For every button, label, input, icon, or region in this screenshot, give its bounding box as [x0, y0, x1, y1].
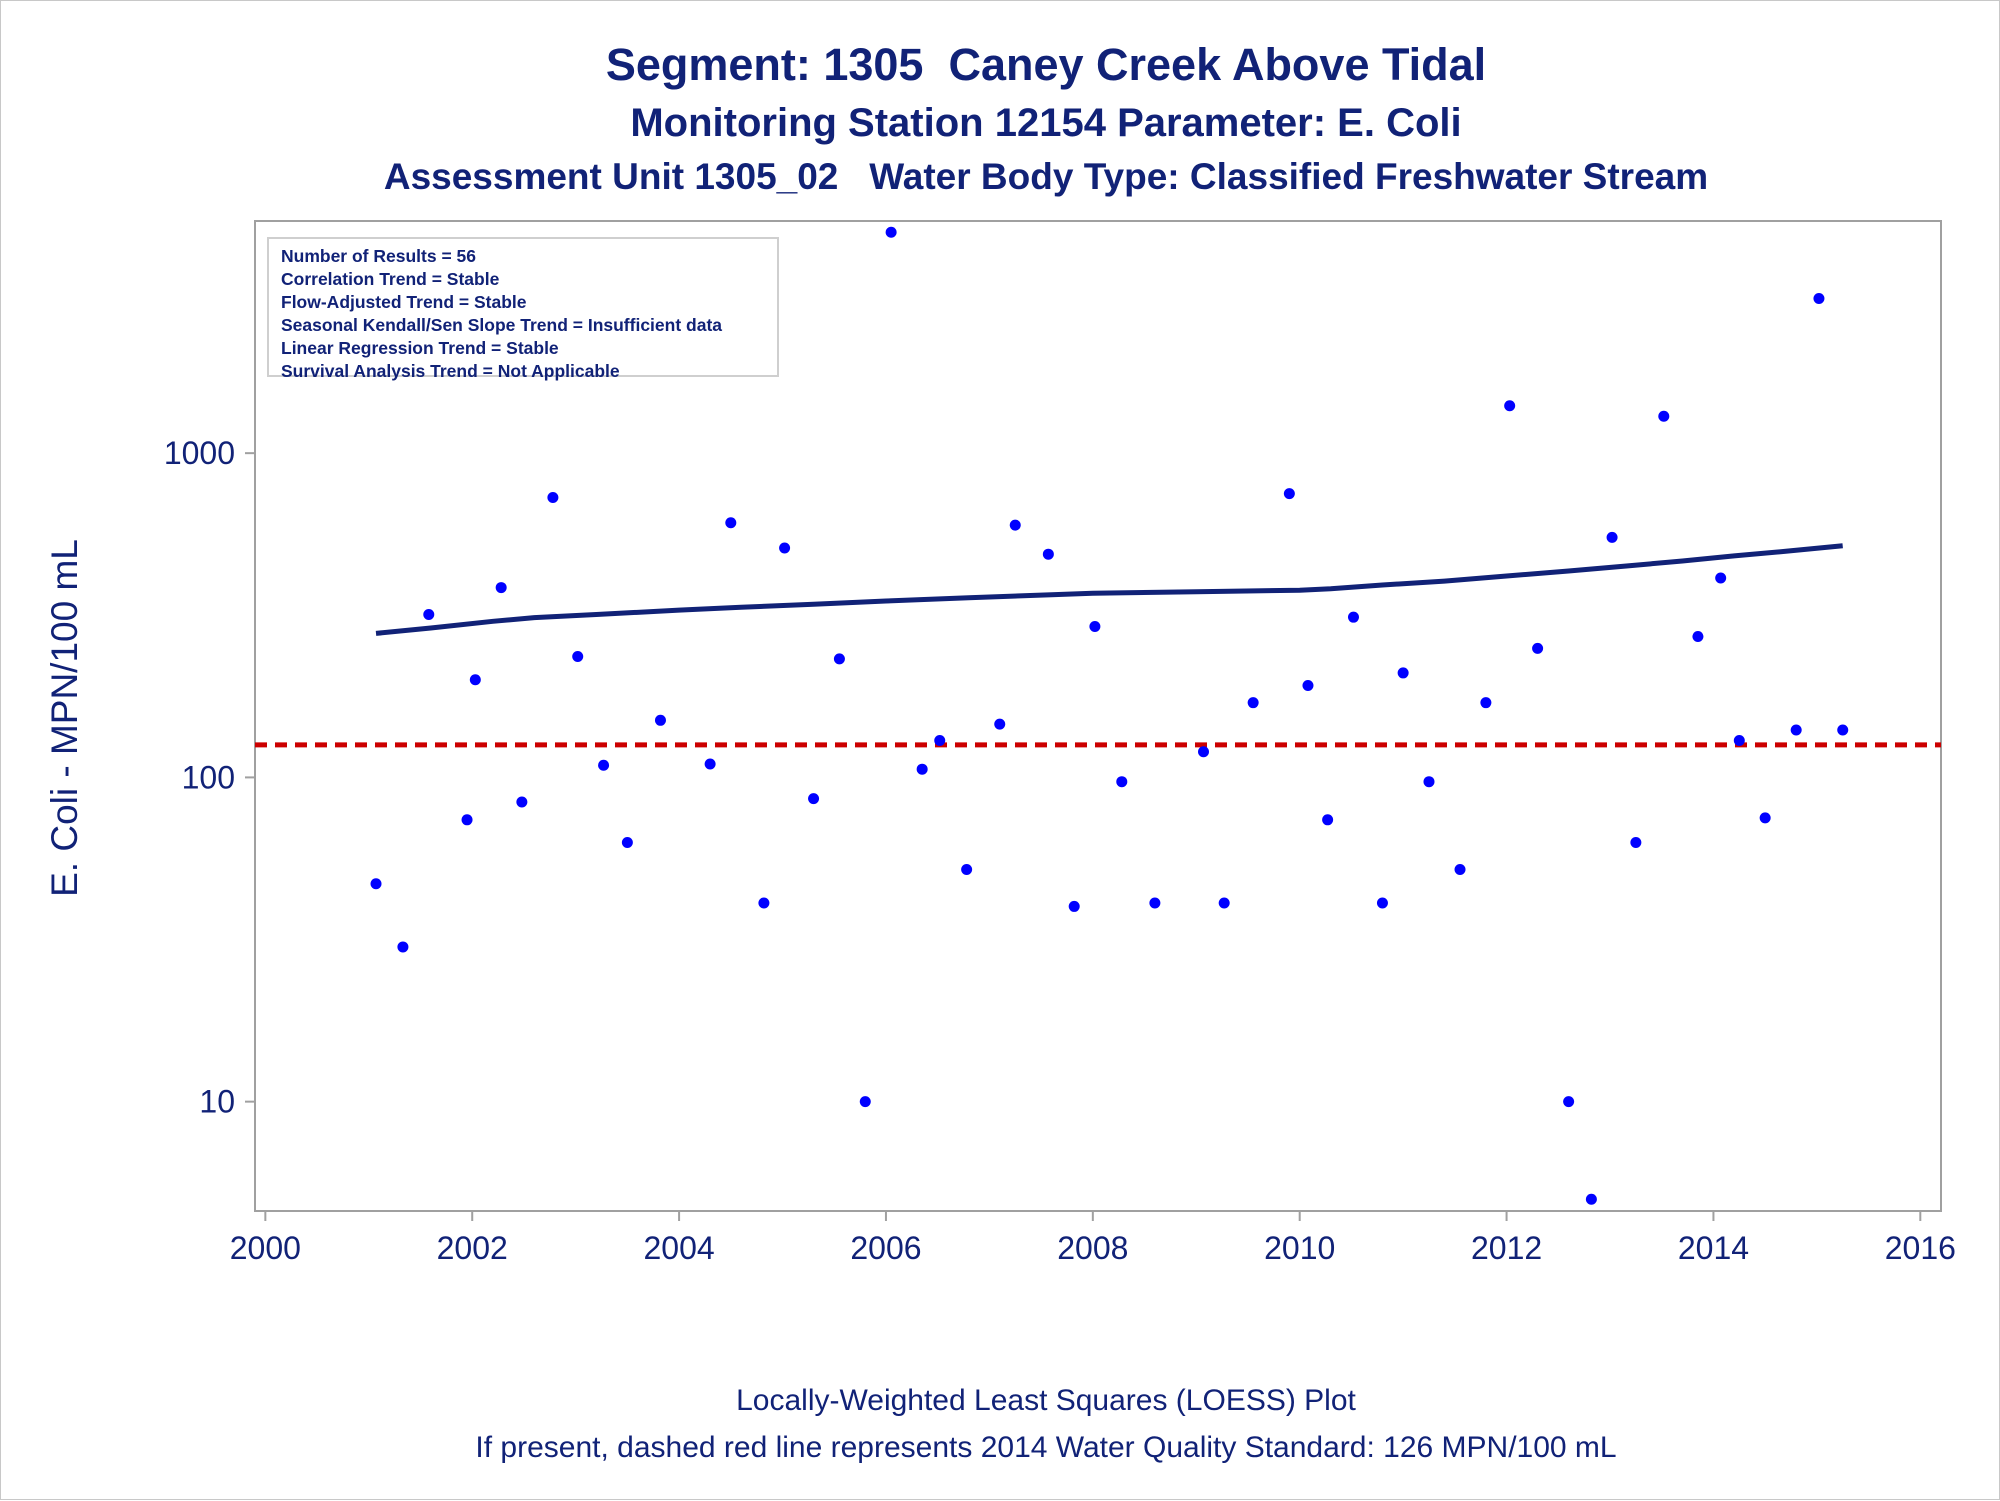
data-point [1630, 836, 1642, 848]
chart-subtitle-2: Assessment Unit 1305_02 Water Body Type:… [383, 156, 1709, 197]
data-point [1302, 680, 1314, 692]
x-tick-label: 2008 [1057, 1230, 1128, 1266]
data-point [1376, 897, 1388, 909]
data-point [779, 542, 791, 554]
y-axis-label: E. Coli - MPN/100 mL [44, 539, 85, 897]
plot-border [254, 220, 1942, 1212]
data-point [916, 763, 928, 775]
stats-line-survival: Survival Analysis Trend = Not Applicable [281, 361, 620, 381]
data-point [547, 491, 559, 503]
data-point [725, 517, 737, 529]
x-tick-label: 2002 [437, 1230, 508, 1266]
data-point [1759, 812, 1771, 824]
data-point [1423, 776, 1435, 788]
data-point [397, 941, 409, 953]
data-point [994, 718, 1006, 730]
data-point [370, 878, 382, 890]
data-point [833, 653, 845, 665]
data-point [516, 796, 528, 808]
stats-line-correlation: Correlation Trend = Stable [281, 269, 500, 289]
x-tick-label: 2006 [850, 1230, 921, 1266]
trend-line-group [375, 543, 1843, 636]
data-point [1658, 410, 1670, 422]
data-point [1198, 746, 1210, 758]
data-point [808, 793, 820, 805]
data-point [1480, 697, 1492, 709]
data-point [1397, 667, 1409, 679]
chart-title: Segment: 1305 Caney Creek Above Tidal [605, 39, 1487, 90]
trend-stats-box: Number of Results = 56 Correlation Trend… [267, 237, 779, 381]
data-point [1606, 531, 1618, 543]
x-tick-label: 2000 [230, 1230, 301, 1266]
stats-line-results: Number of Results = 56 [281, 246, 476, 266]
x-tick-label: 2014 [1678, 1230, 1749, 1266]
y-tick-label: 1000 [164, 435, 235, 471]
x-tick-label: 2012 [1471, 1230, 1542, 1266]
data-point [1715, 572, 1727, 584]
data-point [1733, 734, 1745, 746]
data-point [885, 226, 897, 238]
chart-subtitle: Monitoring Station 12154 Parameter: E. C… [630, 101, 1462, 145]
axes: 2000 2002 2004 2006 2008 2010 2012 2014 2016 10 10… [164, 220, 1956, 1266]
data-point [1585, 1193, 1597, 1205]
x-tick-label: 2010 [1264, 1230, 1335, 1266]
data-point [495, 582, 507, 594]
data-point [1347, 611, 1359, 623]
data-point [1149, 897, 1161, 909]
data-point [758, 897, 770, 909]
data-point [572, 650, 584, 662]
data-point [704, 758, 716, 770]
data-point [1692, 630, 1704, 642]
data-point [1837, 724, 1849, 736]
data-point [859, 1096, 871, 1108]
data-point [621, 836, 633, 848]
data-point [654, 714, 666, 726]
data-point [934, 734, 946, 746]
stats-line-seasonal-kendall: Seasonal Kendall/Sen Slope Trend = Insuf… [281, 315, 723, 335]
data-point [1068, 900, 1080, 912]
data-point [1322, 814, 1334, 826]
data-point [1790, 724, 1802, 736]
data-point [1283, 488, 1295, 500]
data-point [461, 814, 473, 826]
x-tick-label: 2004 [643, 1230, 714, 1266]
data-point [1218, 897, 1230, 909]
data-point [1813, 292, 1825, 304]
data-point [1042, 548, 1054, 560]
data-points [370, 226, 1849, 1205]
footnote-standard: If present, dashed red line represents 2… [475, 1431, 1617, 1464]
data-point [1532, 642, 1544, 654]
data-point [1116, 776, 1128, 788]
data-point [423, 608, 435, 620]
stats-line-flow-adjusted: Flow-Adjusted Trend = Stable [281, 292, 527, 312]
data-point [598, 759, 610, 771]
loess-trend-line [375, 543, 1843, 636]
stats-line-linear-regression: Linear Regression Trend = Stable [281, 338, 559, 358]
data-point [961, 863, 973, 875]
data-point [469, 674, 481, 686]
data-point [1504, 400, 1516, 412]
y-axis-label-group: E. Coli - MPN/100 mL [44, 539, 85, 897]
data-point [1009, 519, 1021, 531]
y-tick-label: 10 [199, 1084, 235, 1120]
data-point [1247, 697, 1259, 709]
x-tick-label: 2016 [1885, 1230, 1956, 1266]
data-point [1563, 1096, 1575, 1108]
data-point [1089, 621, 1101, 633]
y-tick-label: 100 [182, 759, 235, 795]
data-point [1454, 863, 1466, 875]
footnote-plot-type: Locally-Weighted Least Squares (LOESS) P… [736, 1384, 1356, 1417]
